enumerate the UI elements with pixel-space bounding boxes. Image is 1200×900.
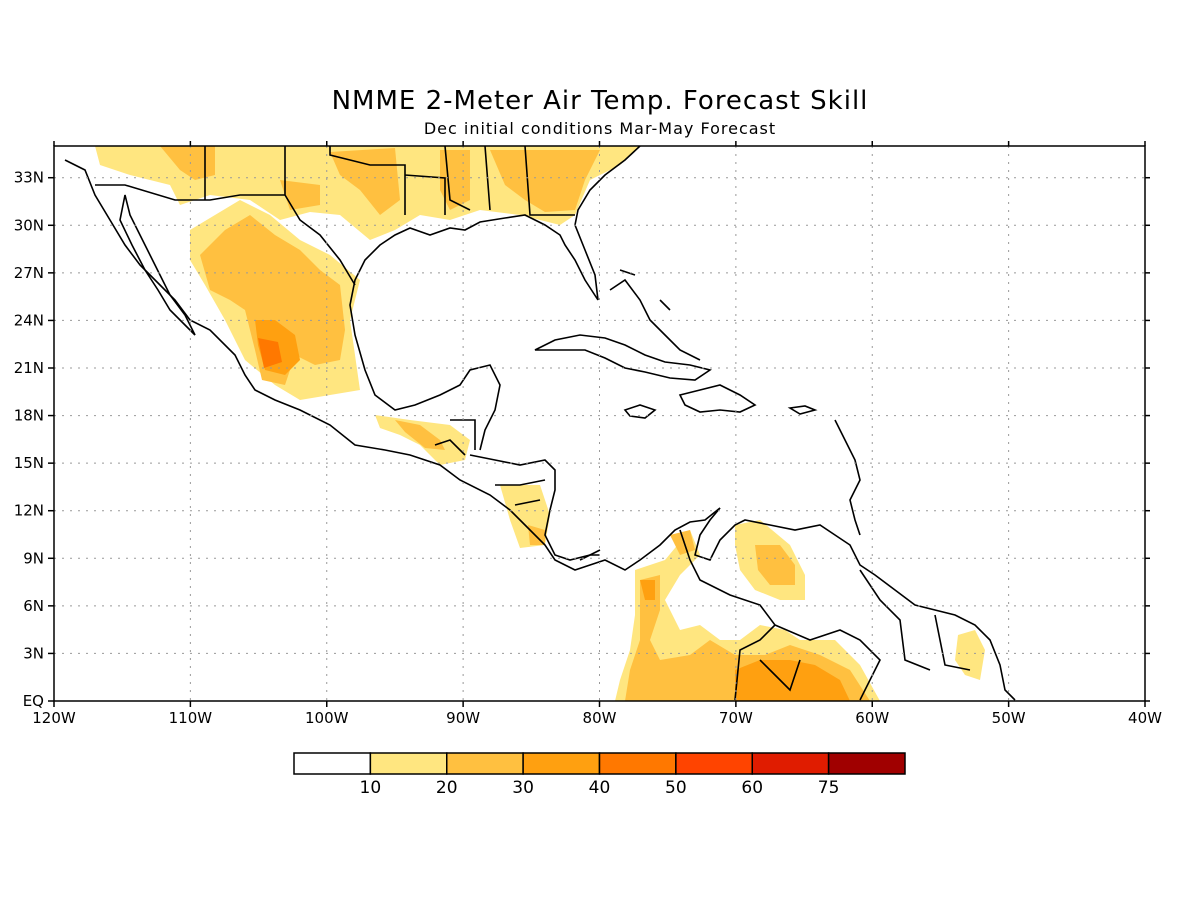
- colorbar-swatch: [369, 752, 448, 775]
- coastlines: [64, 146, 1016, 701]
- coastline-hispaniola: [678, 384, 757, 413]
- colorbar-swatch: [522, 752, 601, 775]
- coastline-central-america-caribbean: [469, 454, 600, 561]
- x-tick-label: 80W: [583, 709, 617, 727]
- colorbar-swatch: [675, 752, 753, 775]
- x-tick-label: 90W: [446, 709, 480, 727]
- skill-region-brazil-strong: [640, 580, 850, 701]
- x-tick-label: 100W: [305, 709, 349, 727]
- axis-ticks: 120W 110W 100W 90W 80W 70W 60W 50W 40W EQ 3N 6N 9N 12…: [14, 141, 1162, 727]
- skill-region-venezuela-mid: [755, 545, 795, 585]
- y-tick-label: 27N: [14, 264, 44, 282]
- colorbar-label: 40: [589, 778, 611, 798]
- skill-region-colombia-mid: [625, 530, 870, 701]
- y-tick-label: 9N: [23, 549, 44, 567]
- colorbar-swatch: [598, 752, 677, 775]
- x-tick-label: 50W: [992, 709, 1026, 727]
- colorbar-swatch: [827, 752, 906, 775]
- y-tick-label: 30N: [14, 216, 44, 234]
- coastline-puerto-rico: [787, 405, 818, 415]
- skill-region-guyana: [955, 630, 985, 680]
- coastline-south-america-north: [694, 507, 1016, 701]
- border-central-america: [434, 419, 601, 561]
- colorbar-label: 75: [818, 778, 840, 798]
- y-tick-label: 33N: [14, 169, 44, 187]
- x-tick-label: 110W: [169, 709, 213, 727]
- y-tick-label: 15N: [14, 454, 44, 472]
- coastline-gulf-of-mexico: [349, 146, 641, 451]
- x-tick-label: 70W: [719, 709, 753, 727]
- y-tick-label: 24N: [14, 311, 44, 329]
- skill-shading: [95, 146, 985, 701]
- colorbar-label: 20: [436, 778, 458, 798]
- colorbar-label: 10: [360, 778, 382, 798]
- y-tick-label: 3N: [23, 644, 44, 662]
- coastline-florida-keys-bahamas: [609, 269, 701, 361]
- x-tick-label: 60W: [855, 709, 889, 727]
- grid: [54, 146, 1145, 701]
- x-tick-label: 40W: [1128, 709, 1162, 727]
- map-subtitle: Dec initial conditions Mar-May Forecast: [423, 119, 777, 138]
- coastline-jamaica: [623, 404, 657, 419]
- colorbar: 10 20 30 40 50 60 75: [293, 752, 906, 798]
- skill-region-mexico-mid: [200, 215, 345, 385]
- colorbar-swatch: [751, 752, 830, 775]
- colorbar-label: 30: [512, 778, 534, 798]
- border-south-america: [679, 529, 971, 701]
- skill-region-us-south-mid: [160, 146, 600, 215]
- y-tick-label: EQ: [23, 692, 44, 710]
- border-us-states: [204, 146, 575, 216]
- coastline-north-america-pacific: [64, 159, 721, 571]
- x-tick-label: 120W: [32, 709, 76, 727]
- skill-region-mexico-peak: [258, 338, 282, 368]
- colorbar-swatch: [446, 752, 524, 775]
- y-tick-label: 21N: [14, 359, 44, 377]
- y-tick-label: 6N: [23, 597, 44, 615]
- colorbar-label: 60: [741, 778, 763, 798]
- colorbar-label: 50: [665, 778, 687, 798]
- coastline-lesser-antilles: [834, 419, 861, 536]
- colorbar-swatch: [293, 752, 372, 775]
- y-tick-label: 18N: [14, 407, 44, 425]
- map-title: NMME 2-Meter Air Temp. Forecast Skill: [331, 86, 869, 116]
- skill-region-guatemala-mid: [395, 420, 445, 450]
- border-us-mexico: [95, 146, 356, 286]
- y-tick-label: 12N: [14, 502, 44, 520]
- coastline-baja-california: [119, 194, 196, 336]
- coastline-cuba: [534, 334, 712, 381]
